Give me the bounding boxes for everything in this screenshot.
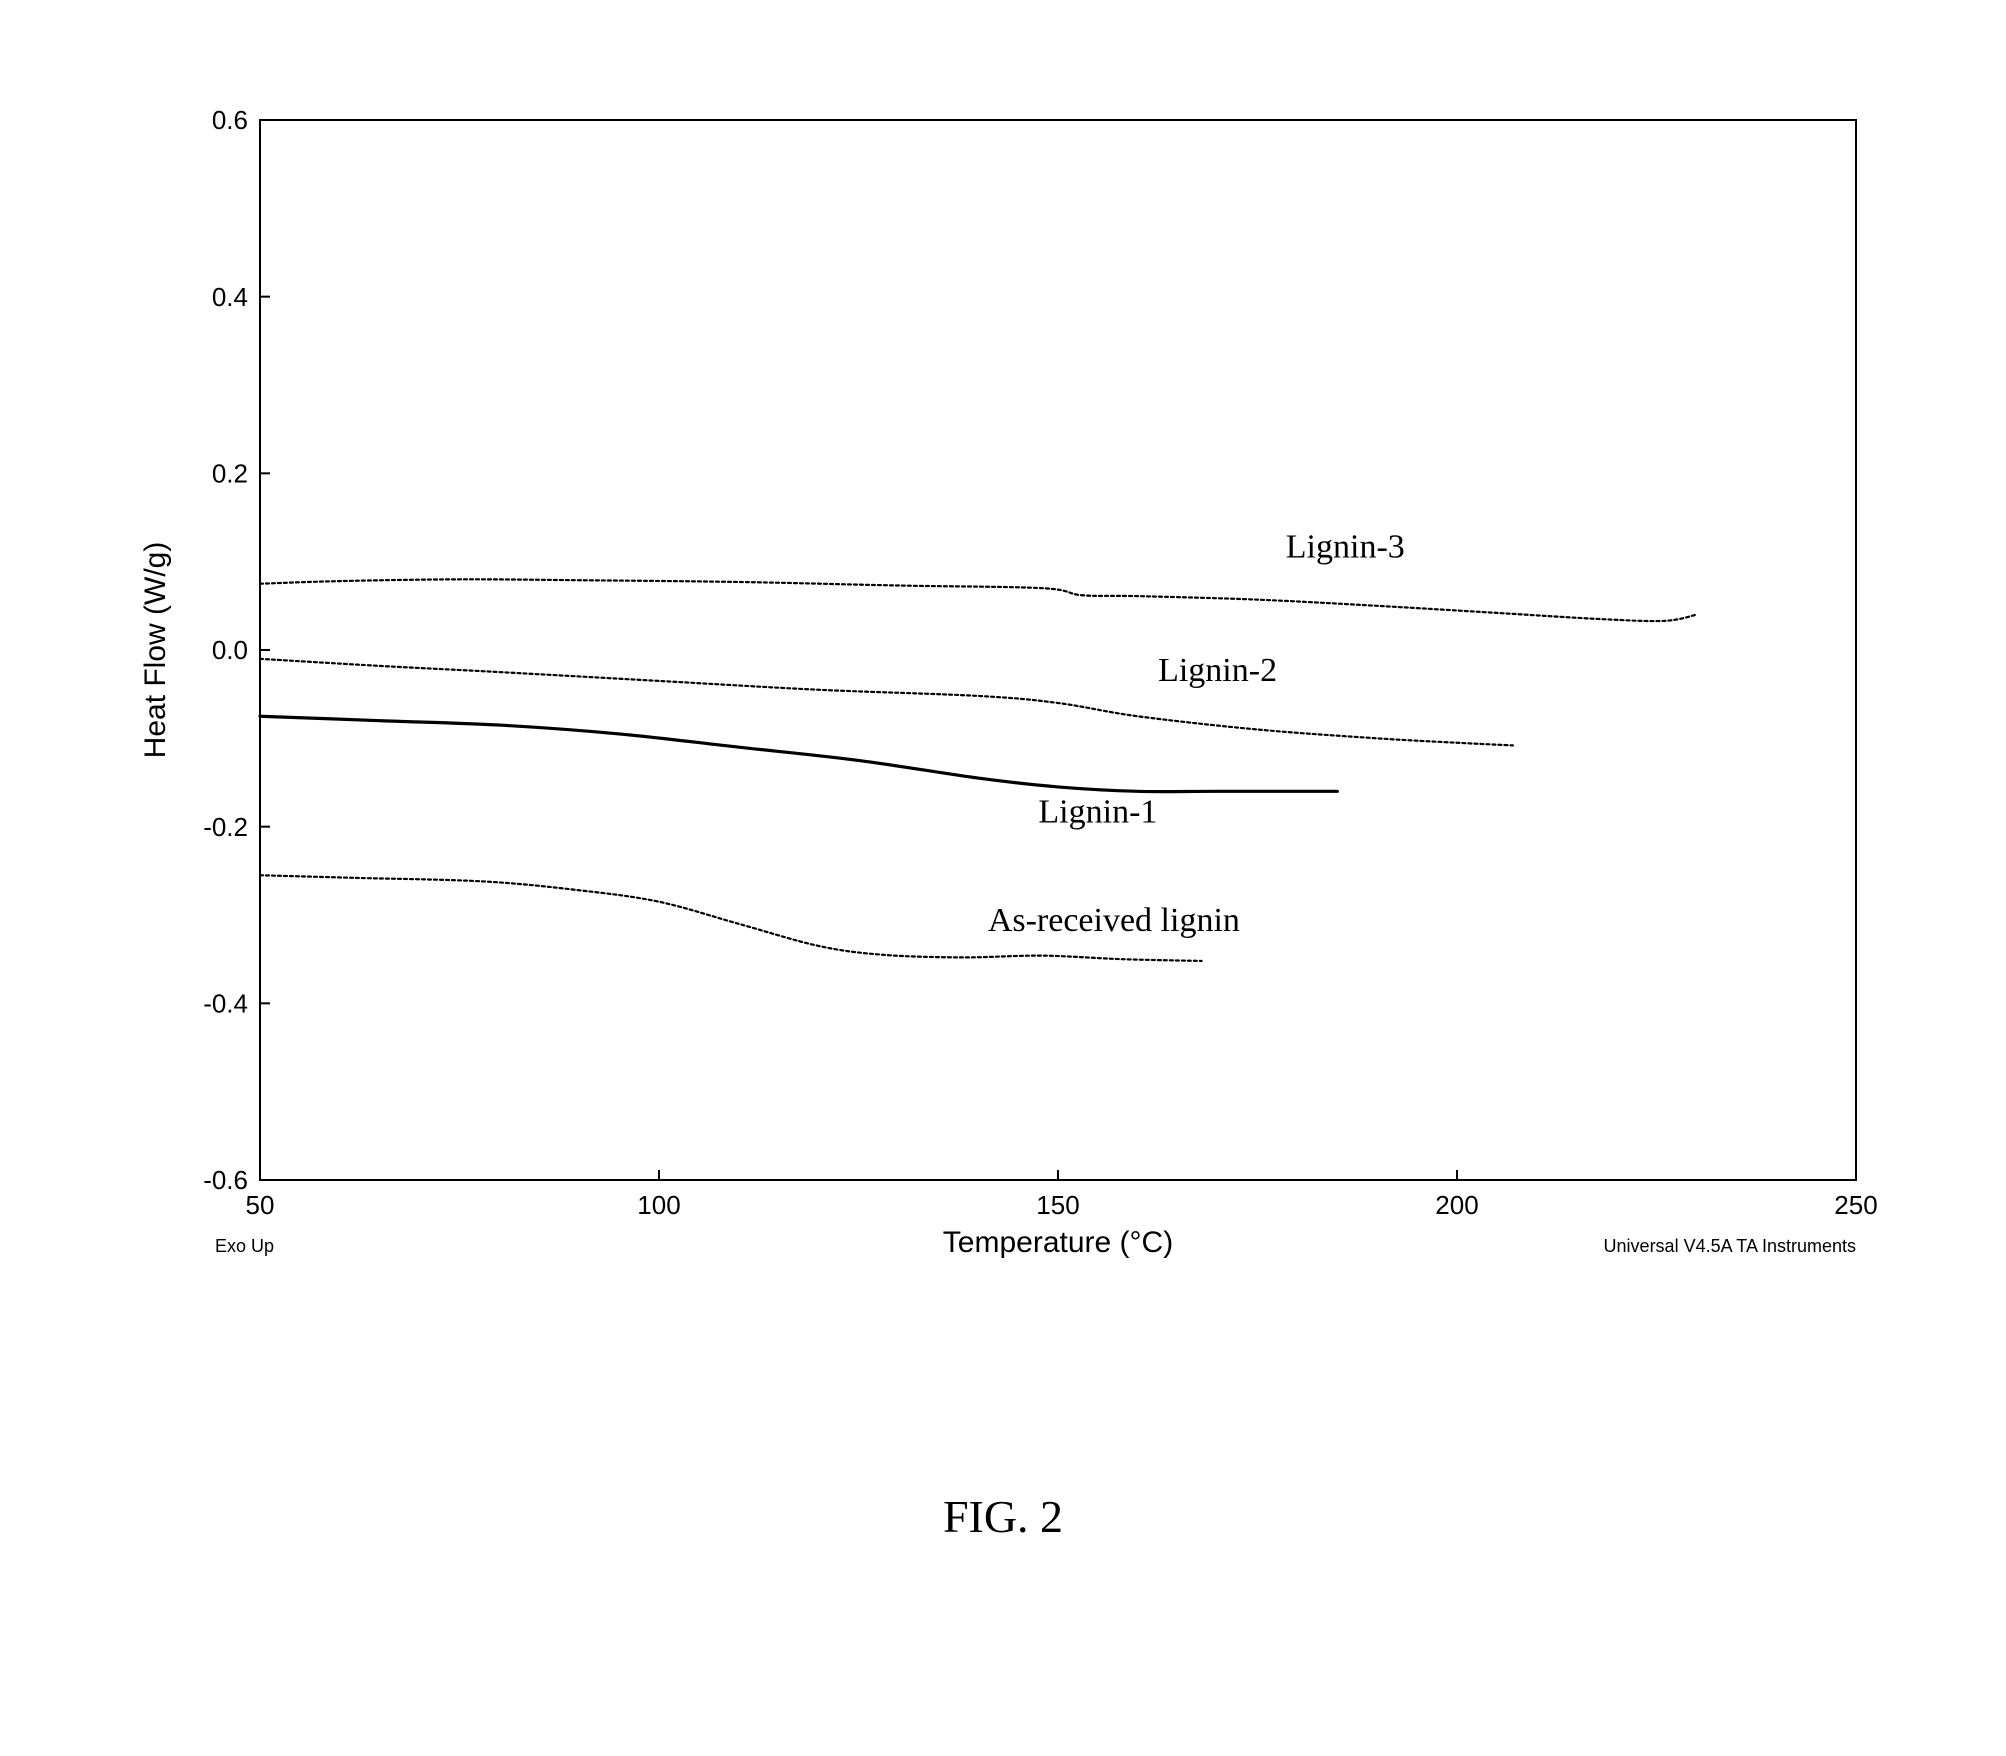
- svg-text:100: 100: [637, 1190, 680, 1220]
- series-label-lignin-3: Lignin-3: [1286, 528, 1405, 565]
- svg-text:Heat Flow (W/g): Heat Flow (W/g): [139, 542, 172, 759]
- series-label-lignin-2: Lignin-2: [1158, 652, 1277, 689]
- svg-text:50: 50: [246, 1190, 275, 1220]
- svg-text:0.0: 0.0: [212, 635, 248, 665]
- svg-text:0.6: 0.6: [212, 105, 248, 135]
- series-label-as-received-lignin: As-received lignin: [988, 902, 1240, 939]
- figure-caption: FIG. 2: [0, 1490, 2006, 1543]
- chart-container: 50 100 150 200 250 -0.6 -0.4 -0.2 0.0 0.2 0.4 0.6 Te…: [120, 100, 1886, 1300]
- series-label-lignin-1: Lignin-1: [1038, 793, 1157, 830]
- dsc-chart: 50 100 150 200 250 -0.6 -0.4 -0.2 0.0 0.2 0.4 0.6 Te…: [120, 100, 1886, 1300]
- svg-text:0.2: 0.2: [212, 458, 248, 488]
- svg-text:0.4: 0.4: [212, 282, 248, 312]
- svg-text:Universal V4.5A TA Instruments: Universal V4.5A TA Instruments: [1604, 1236, 1856, 1256]
- page: 50 100 150 200 250 -0.6 -0.4 -0.2 0.0 0.2 0.4 0.6 Te…: [0, 0, 2006, 1756]
- svg-text:250: 250: [1834, 1190, 1877, 1220]
- svg-text:200: 200: [1435, 1190, 1478, 1220]
- svg-text:-0.2: -0.2: [203, 812, 248, 842]
- svg-text:Exo Up: Exo Up: [215, 1236, 274, 1256]
- svg-text:-0.6: -0.6: [203, 1165, 248, 1195]
- svg-text:150: 150: [1036, 1190, 1079, 1220]
- svg-text:Temperature (°C): Temperature (°C): [943, 1226, 1173, 1259]
- svg-text:-0.4: -0.4: [203, 988, 248, 1018]
